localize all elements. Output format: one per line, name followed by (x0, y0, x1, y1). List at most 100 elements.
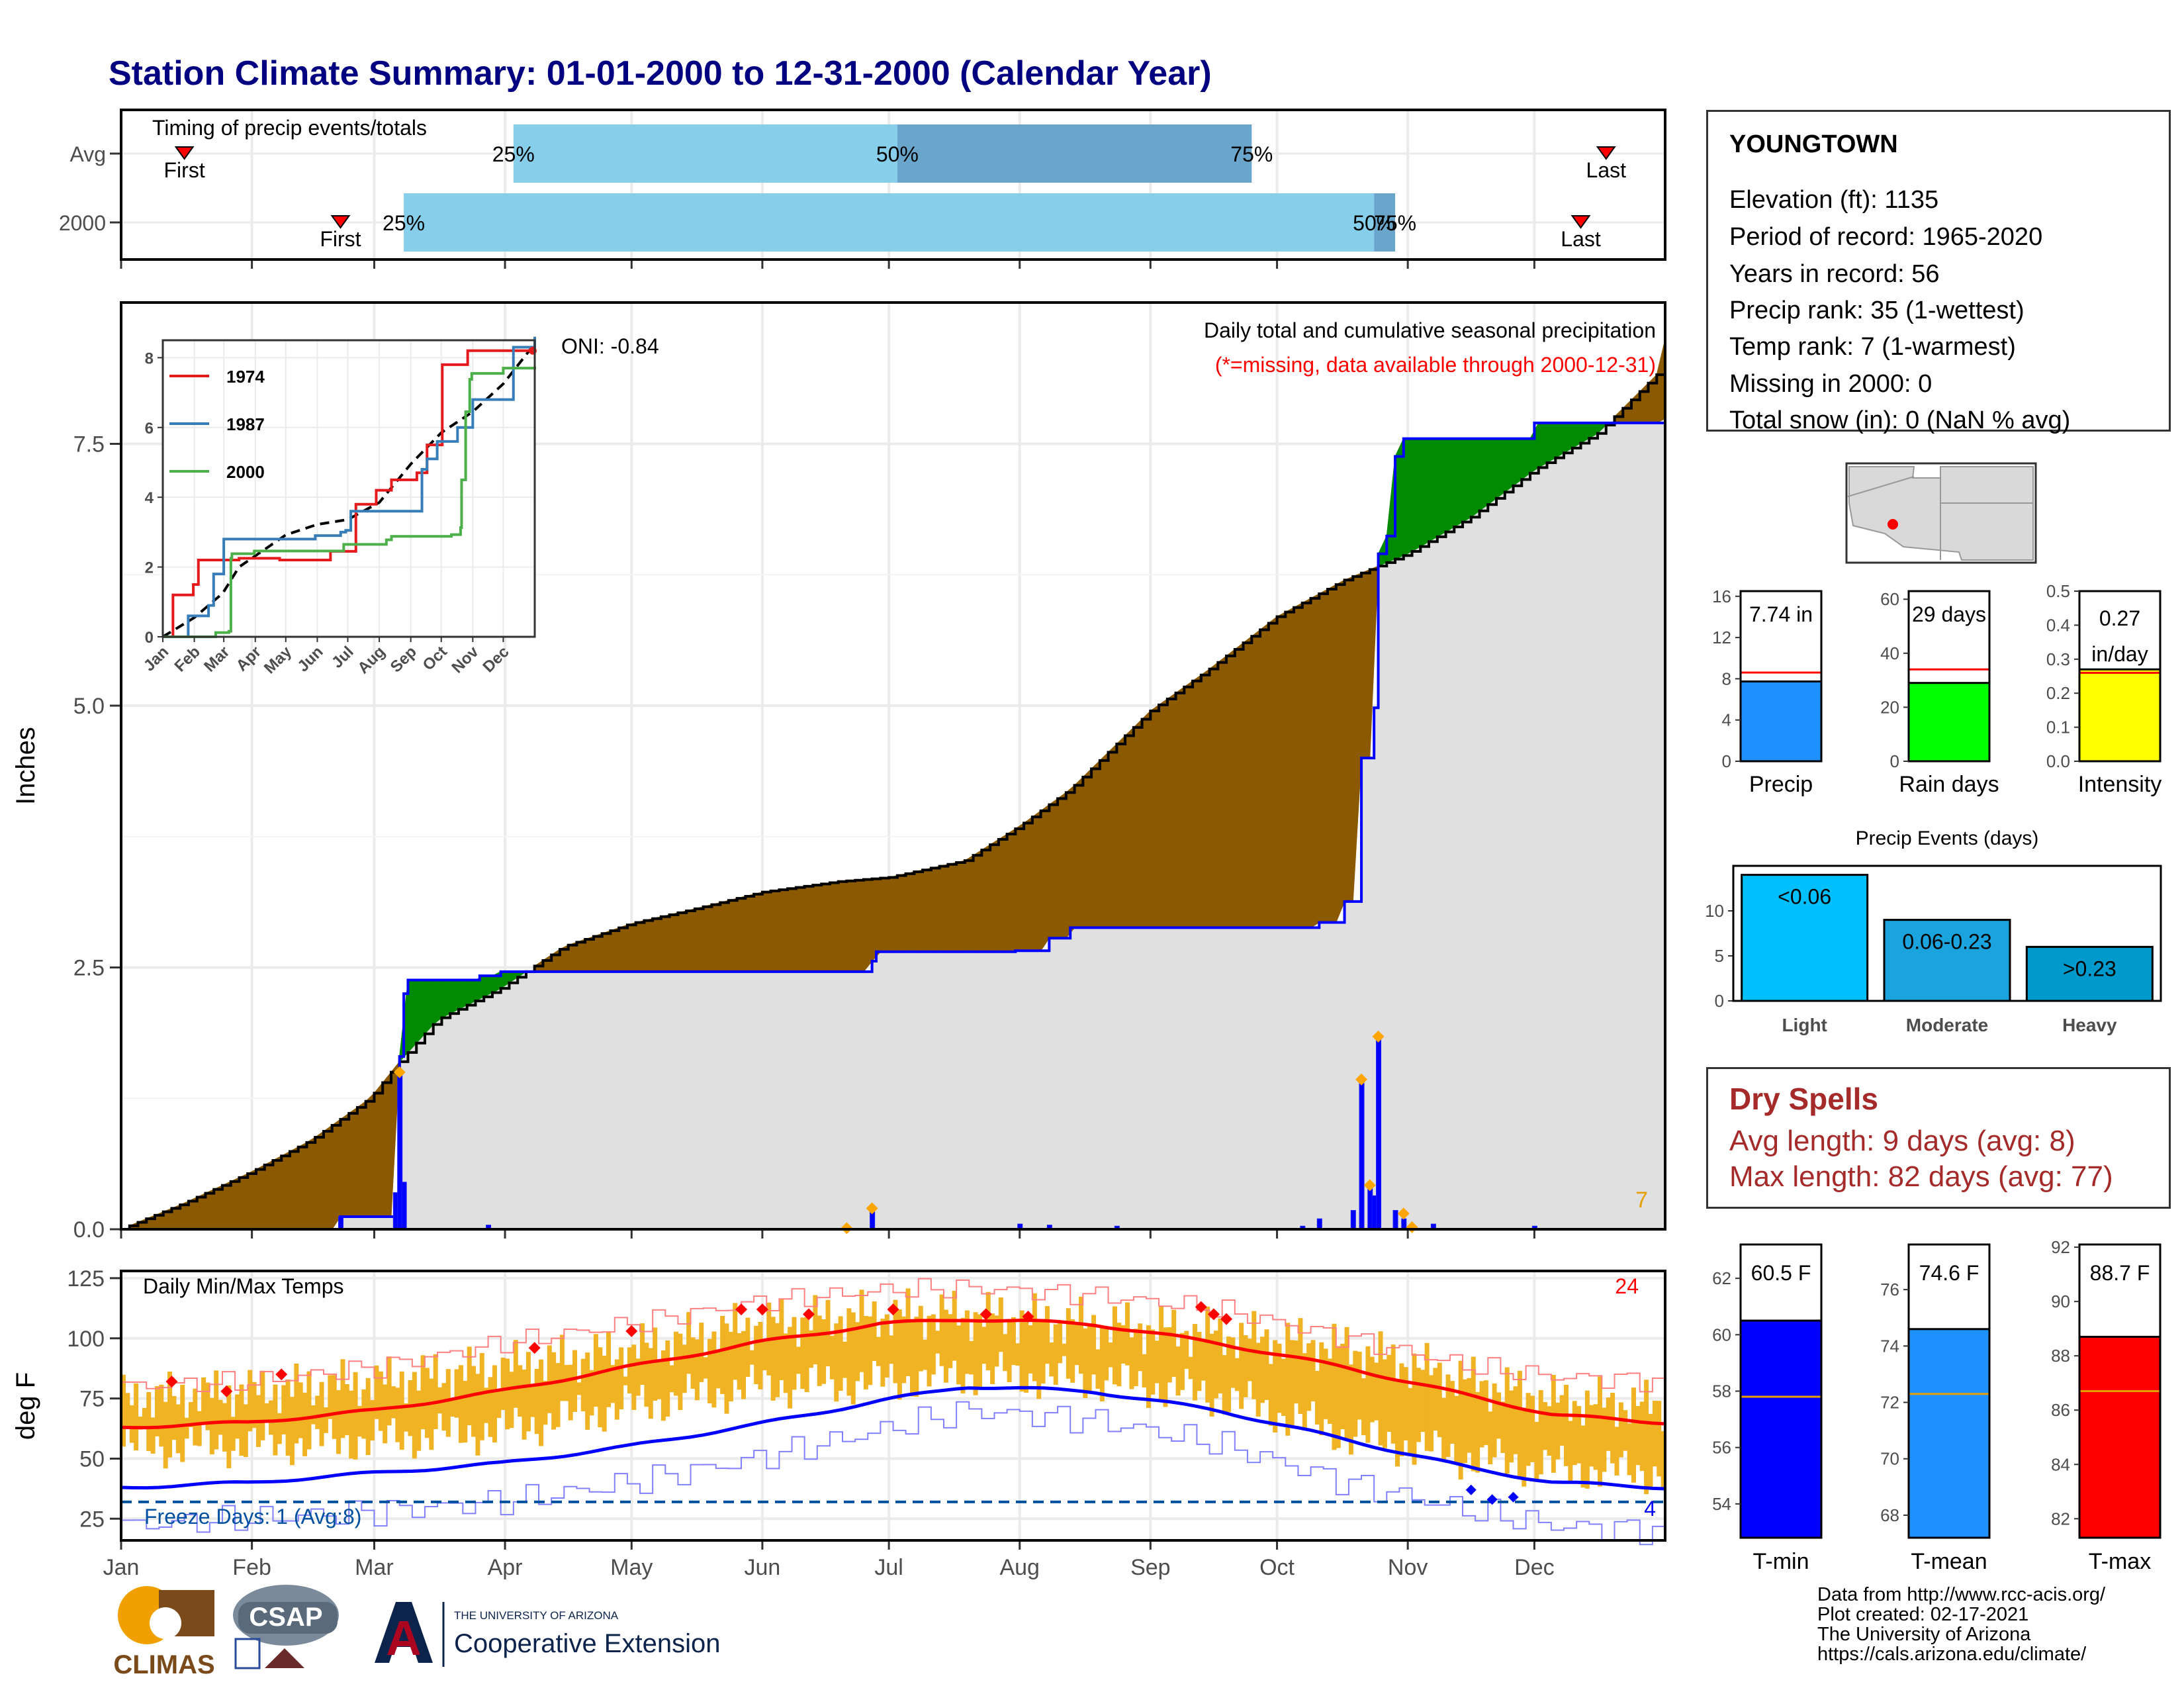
temp-daily-bar (1382, 1359, 1387, 1448)
temp-daily-bar (559, 1335, 565, 1401)
temp-daily-bar (167, 1371, 173, 1458)
month-label: Mar (355, 1555, 394, 1580)
temp-summary-value: 60.5 F (1751, 1261, 1811, 1285)
temp-daily-bar (838, 1316, 843, 1391)
month-label: May (610, 1555, 653, 1580)
timing-last-marker-yr (1570, 215, 1591, 229)
event-category-label: Light (1782, 1015, 1827, 1035)
month-label: Aug (999, 1555, 1040, 1580)
temp-daily-bar (500, 1357, 506, 1411)
temp-daily-bar (1661, 1430, 1666, 1489)
temp-daily-bar (872, 1301, 877, 1361)
temp-daily-bar (1530, 1395, 1535, 1462)
temp-daily-bar (1509, 1390, 1514, 1463)
temp-daily-bar (707, 1338, 713, 1403)
temp-daily-bar (1538, 1390, 1543, 1475)
ua-logo-a-outline (375, 1602, 433, 1663)
temp-daily-bar (429, 1378, 434, 1450)
temp-daily-bar (1517, 1370, 1522, 1477)
temp-daily-bar (927, 1315, 932, 1387)
timing-last-marker-avg (1596, 146, 1616, 160)
temp-daily-bar (378, 1371, 383, 1431)
temp-daily-bar (1171, 1309, 1177, 1378)
temp-daily-bar (302, 1392, 308, 1456)
temp-daily-bar (1011, 1317, 1016, 1366)
temp-daily-bar (121, 1374, 126, 1447)
temp-daily-bar (952, 1290, 957, 1361)
station-elevation: Elevation (ft): 1135 (1729, 186, 1939, 214)
temp-daily-bar (631, 1344, 637, 1411)
record-high-marker (220, 1385, 233, 1397)
temp-daily-bar (850, 1312, 856, 1405)
temp-daily-bar (230, 1417, 236, 1451)
stat-ytick-label: 12 (1712, 628, 1731, 647)
station-location-dot (1888, 519, 1898, 530)
temp-daily-bar (728, 1331, 733, 1402)
station-precip-rank: Precip rank: 35 (1-wettest) (1729, 297, 2025, 324)
temp-daily-bar (1584, 1390, 1590, 1489)
stat-ytick-label: 20 (1880, 697, 1899, 717)
temp-daily-bar (534, 1368, 539, 1434)
stat-ytick-label: 0 (1722, 751, 1731, 771)
temp-summary-ytick-label: 76 (1880, 1280, 1899, 1299)
stat-chart-intensity: 0.27 in/day 0.0 0.1 0.2 0.3 0.4 0.5 Intensity (2046, 581, 2161, 797)
temp-daily-bar (530, 1386, 535, 1417)
temp-daily-bar (150, 1417, 156, 1454)
timing-panel-border (120, 109, 1666, 261)
temp-daily-bar (724, 1323, 729, 1414)
temp-daily-bar (1390, 1344, 1396, 1444)
stat-ytick-label: 0.1 (2046, 718, 2070, 737)
temp-summary-t-max: 88.7 F 82 84 86 88 90 92 T-max (2051, 1237, 2161, 1574)
temp-daily-bar (644, 1342, 649, 1407)
temp-daily-bar (1408, 1387, 1413, 1456)
precip-ylabel: Inches (11, 727, 40, 805)
temp-daily-bar (918, 1305, 923, 1372)
temp-daily-bar (383, 1384, 388, 1444)
temp-daily-bar (264, 1403, 269, 1422)
temp-daily-bar (471, 1366, 477, 1437)
temp-daily-bar (804, 1317, 809, 1393)
ua-logo-big-text: Cooperative Extension (454, 1629, 720, 1658)
temp-daily-bar (1525, 1393, 1531, 1466)
stat-label: Precip (1749, 772, 1813, 797)
climas-logo-center (150, 1607, 181, 1639)
temp-daily-bar (1564, 1385, 1569, 1466)
temp-ytick-label: 25 (79, 1507, 105, 1532)
event-bar-label: <0.06 (1778, 885, 1831, 909)
temp-daily-bar (635, 1358, 641, 1396)
daily-precip-bar (1359, 1082, 1365, 1230)
temp-daily-bar (1387, 1354, 1392, 1432)
temp-daily-bar (733, 1303, 738, 1380)
inset-bg (163, 340, 535, 637)
temp-daily-bar (1572, 1401, 1577, 1466)
temp-ytick-label: 100 (67, 1327, 105, 1352)
temp-summary-ytick-label: 60 (1712, 1325, 1731, 1344)
temp-summary-value: 88.7 F (2090, 1261, 2150, 1285)
temp-daily-bar (218, 1399, 223, 1435)
temp-daily-bar (598, 1347, 603, 1428)
month-label: Jul (874, 1555, 903, 1580)
daily-precip-marker (1372, 1030, 1385, 1043)
temp-daily-bar (754, 1325, 759, 1385)
timing-first-label: First (164, 158, 205, 182)
timing-p75-label: 75% (1230, 142, 1273, 166)
temp-summary-ytick-label: 90 (2051, 1291, 2070, 1311)
event-category-label: Moderate (1906, 1015, 1988, 1035)
daily-precip-marker (1397, 1207, 1410, 1220)
temp-daily-bar (277, 1413, 282, 1444)
temp-daily-bar (796, 1346, 801, 1374)
temp-daily-bar (336, 1390, 341, 1454)
temp-daily-bar (201, 1377, 206, 1425)
timing-p25-label: 25% (383, 211, 425, 235)
stat-ytick-label: 4 (1722, 710, 1731, 730)
dry-spells-max: Max length: 82 days (avg: 77) (1729, 1160, 2113, 1193)
temp-daily-bar (171, 1395, 177, 1440)
temp-daily-bar (243, 1404, 248, 1458)
inset-ytick-label: 0 (145, 629, 154, 647)
temp-ytick-label: 50 (79, 1446, 105, 1472)
temp-daily-bar (513, 1340, 518, 1408)
inset-ytick-label: 4 (145, 489, 154, 507)
inset-avg-line (161, 343, 536, 638)
temp-daily-bar (1522, 1407, 1527, 1487)
temp-daily-bar (1218, 1318, 1223, 1394)
